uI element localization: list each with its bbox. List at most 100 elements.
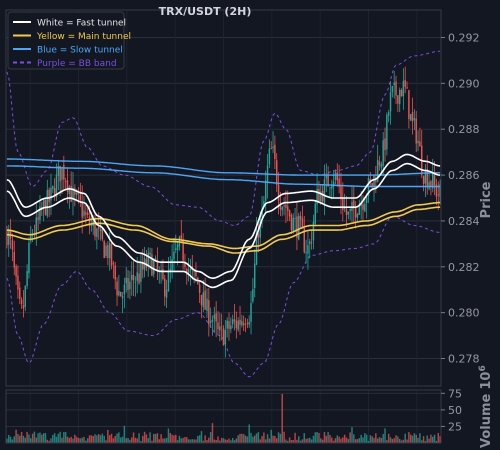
volume-bar [132, 432, 135, 443]
candle-body [248, 322, 250, 325]
volume-bar [332, 440, 335, 443]
volume-bar [13, 436, 15, 443]
candle-body [77, 192, 80, 194]
volume-bar [371, 436, 373, 443]
volume-bar [336, 435, 339, 443]
volume-bar [209, 432, 212, 443]
volume-bar [439, 436, 441, 443]
volume-bar [145, 434, 148, 443]
volume-bar [30, 438, 32, 443]
volume-bar [64, 431, 67, 443]
plot-frames [5, 9, 442, 444]
price-tick-label: 0.292 [448, 32, 480, 45]
candle-body [8, 230, 10, 245]
price-tick-label: 0.286 [448, 169, 480, 182]
volume-bar [167, 428, 170, 443]
volume-bar [314, 432, 317, 443]
candles-layer [6, 66, 441, 358]
candle-body [239, 319, 241, 325]
candle-body [74, 188, 76, 195]
volume-bar [369, 435, 372, 443]
volume-bar [358, 438, 361, 443]
volume-bar [285, 439, 287, 443]
tunnels-layer [6, 153, 441, 289]
volume-bar [173, 435, 175, 443]
volume-bar [375, 433, 377, 443]
volume-bar [298, 436, 300, 443]
price-tick-label: 0.288 [448, 123, 480, 136]
candle-body [384, 138, 386, 151]
candle-body [46, 190, 49, 216]
volume-bar [81, 437, 83, 443]
volume-bar [108, 435, 111, 443]
volume-bar [270, 429, 272, 443]
volume-bar [266, 434, 269, 443]
candle-body [338, 178, 340, 187]
candle-body [242, 323, 245, 325]
candle-body [292, 217, 294, 232]
volume-bar [305, 438, 307, 443]
candle-body [365, 196, 368, 204]
candle-body [215, 313, 217, 322]
candle-body [283, 205, 285, 207]
volume-bar [395, 435, 397, 443]
candle-body [134, 281, 137, 283]
candle-body [193, 270, 195, 272]
volume-bar [195, 439, 197, 443]
volume-bar [125, 438, 127, 443]
candle-body [142, 262, 144, 270]
volume-bar [226, 439, 228, 443]
candle-body [198, 284, 201, 293]
volume-bar [31, 433, 34, 443]
candle-body [22, 305, 25, 309]
volume-bar [422, 436, 425, 443]
volume-bar [428, 438, 430, 443]
volume-bar [272, 435, 274, 443]
candle-body [226, 320, 228, 329]
candle-body [140, 262, 142, 282]
candle-body [349, 208, 351, 212]
candle-body [287, 206, 289, 211]
candle-body [389, 92, 392, 112]
volume-axis-ticks: 25 50 75 [441, 387, 462, 433]
volume-bar [169, 432, 172, 443]
candle-body [147, 252, 149, 266]
candle-body [371, 182, 373, 188]
candle-body [413, 117, 416, 121]
volume-tick-label: 75 [448, 387, 462, 400]
volume-bar [206, 440, 208, 443]
volume-bar [411, 435, 414, 443]
candle-body [285, 204, 287, 208]
candle-body [430, 181, 432, 187]
volume-bar [321, 439, 324, 443]
candle-body [435, 184, 438, 197]
price-tick-label: 0.290 [448, 77, 480, 90]
candle-body [224, 329, 227, 344]
volume-bar [160, 434, 162, 443]
volume-bar [55, 436, 58, 443]
volume-bar [303, 433, 305, 443]
volume-bar [44, 433, 47, 443]
volume-bar [211, 423, 214, 443]
volume-bar [61, 437, 63, 443]
candle-body [309, 241, 311, 245]
volume-bar [354, 439, 357, 443]
candle-body [30, 234, 32, 241]
candle-body [6, 230, 8, 245]
volume-bar [432, 436, 434, 443]
candle-body [387, 112, 390, 116]
candle-body [114, 265, 116, 280]
candle-body [75, 192, 78, 195]
candle-body [72, 187, 74, 201]
volume-bar [178, 435, 181, 443]
candle-body [253, 263, 256, 288]
volume-bar [244, 435, 247, 443]
volume-bar [180, 438, 183, 443]
candle-body [272, 146, 274, 149]
candle-body [79, 194, 82, 201]
candle-body [281, 207, 283, 211]
candle-body [211, 319, 214, 322]
candle-body [156, 260, 159, 271]
volume-bar [138, 433, 140, 443]
volume-bar [239, 433, 241, 443]
